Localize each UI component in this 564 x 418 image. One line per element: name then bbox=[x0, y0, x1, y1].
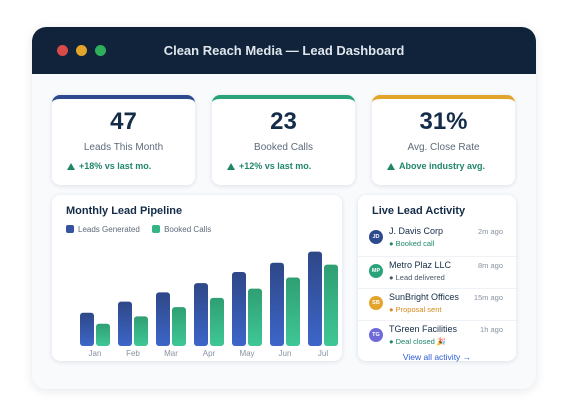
legend-swatch bbox=[66, 225, 74, 233]
bar-calls-jan bbox=[96, 323, 110, 346]
activity-status: ● Lead delivered bbox=[389, 273, 445, 282]
activity-company: TGreen Facilities bbox=[389, 324, 458, 334]
activity-time: 2m ago bbox=[477, 227, 503, 236]
kpi-label: Booked Calls bbox=[254, 142, 313, 153]
legend-item-calls: Booked Calls bbox=[152, 225, 211, 234]
kpi-change: Above industry avg. bbox=[387, 161, 485, 171]
trend-up-icon bbox=[227, 163, 235, 170]
activity-company: SunBright Offices bbox=[389, 292, 459, 302]
kpi-change: +12% vs last mo. bbox=[227, 161, 311, 171]
x-tick-label: May bbox=[239, 349, 254, 358]
x-tick-label: Mar bbox=[164, 349, 178, 358]
x-tick-label: Jan bbox=[89, 349, 102, 358]
pipeline-chart-card: Monthly Lead Pipeline Leads Generated Bo… bbox=[52, 195, 342, 361]
bar-calls-jul bbox=[324, 264, 338, 346]
chart-legend: Leads Generated Booked Calls bbox=[66, 225, 221, 234]
bar-leads-jun bbox=[270, 262, 284, 346]
activity-item[interactable]: MP Metro Plaz LLC ● Lead delivered 8m ag… bbox=[358, 256, 516, 289]
x-tick-label: Apr bbox=[203, 349, 216, 358]
bar-calls-may bbox=[248, 288, 262, 346]
avatar: SB bbox=[369, 296, 383, 310]
minimize-window-button[interactable] bbox=[76, 45, 87, 56]
legend-swatch bbox=[152, 225, 161, 233]
bar-calls-jun bbox=[286, 277, 300, 346]
maximize-window-button[interactable] bbox=[95, 45, 106, 56]
activity-time: 1h ago bbox=[480, 325, 503, 334]
chart-title: Monthly Lead Pipeline bbox=[66, 205, 183, 217]
bar-calls-feb bbox=[134, 316, 148, 346]
bar-leads-jul bbox=[308, 251, 322, 346]
bar-leads-apr bbox=[194, 283, 208, 346]
view-all-activity-link[interactable]: View all activity → bbox=[402, 352, 472, 362]
activity-title: Live Lead Activity bbox=[372, 205, 466, 217]
activity-item[interactable]: SB SunBright Offices ● Proposal sent 15m… bbox=[358, 288, 516, 321]
activity-company: Metro Plaz LLC bbox=[389, 260, 452, 270]
kpi-value: 31% bbox=[419, 108, 468, 135]
legend-item-leads: Leads Generated bbox=[66, 225, 140, 234]
kpi-label: Avg. Close Rate bbox=[407, 142, 480, 153]
avatar: JD bbox=[369, 230, 383, 244]
activity-status: ● Proposal sent bbox=[389, 305, 442, 314]
activity-time: 15m ago bbox=[473, 293, 503, 302]
kpi-label: Leads This Month bbox=[83, 142, 164, 153]
activity-status: ● Booked call bbox=[389, 239, 435, 248]
kpi-card-calls: 23 Booked Calls +12% vs last mo. bbox=[212, 95, 355, 185]
bar-leads-may bbox=[232, 272, 246, 346]
x-tick-label: Jun bbox=[279, 349, 292, 358]
bar-chart: Jan Feb Mar Apr May Jun Jul bbox=[80, 251, 338, 358]
close-window-button[interactable] bbox=[57, 45, 68, 56]
window-title: Clean Reach Media — Lead Dashboard bbox=[163, 43, 405, 58]
activity-status: ● Deal closed 🎉 bbox=[389, 337, 447, 346]
avatar: MP bbox=[369, 264, 383, 278]
activity-company: J. Davis Corp bbox=[389, 226, 444, 236]
trend-up-icon bbox=[67, 163, 75, 170]
bar-leads-jan bbox=[80, 312, 94, 346]
bar-calls-mar bbox=[172, 307, 186, 346]
bar-leads-feb bbox=[118, 301, 132, 346]
kpi-value: 47 bbox=[110, 108, 137, 135]
activity-time: 8m ago bbox=[477, 261, 503, 270]
trend-up-icon bbox=[387, 163, 395, 170]
x-tick-label: Jul bbox=[318, 349, 328, 358]
kpi-card-leads: 47 Leads This Month +18% vs last mo. bbox=[52, 95, 195, 185]
activity-item[interactable]: JD J. Davis Corp ● Booked call 2m ago bbox=[358, 223, 516, 255]
title-bar: Clean Reach Media — Lead Dashboard bbox=[32, 27, 536, 74]
avatar: TG bbox=[369, 328, 383, 342]
activity-item[interactable]: TG TGreen Facilities ● Deal closed 🎉 1h … bbox=[358, 320, 516, 353]
app-window: Clean Reach Media — Lead Dashboard 47 Le… bbox=[32, 27, 536, 389]
kpi-card-close-rate: 31% Avg. Close Rate Above industry avg. bbox=[372, 95, 515, 185]
kpi-value: 23 bbox=[270, 108, 297, 135]
bar-leads-mar bbox=[156, 292, 170, 346]
live-activity-card: Live Lead Activity JD J. Davis Corp ● Bo… bbox=[358, 195, 516, 362]
bar-calls-apr bbox=[210, 297, 224, 346]
kpi-change: +18% vs last mo. bbox=[67, 161, 151, 171]
x-tick-label: Feb bbox=[126, 349, 140, 358]
